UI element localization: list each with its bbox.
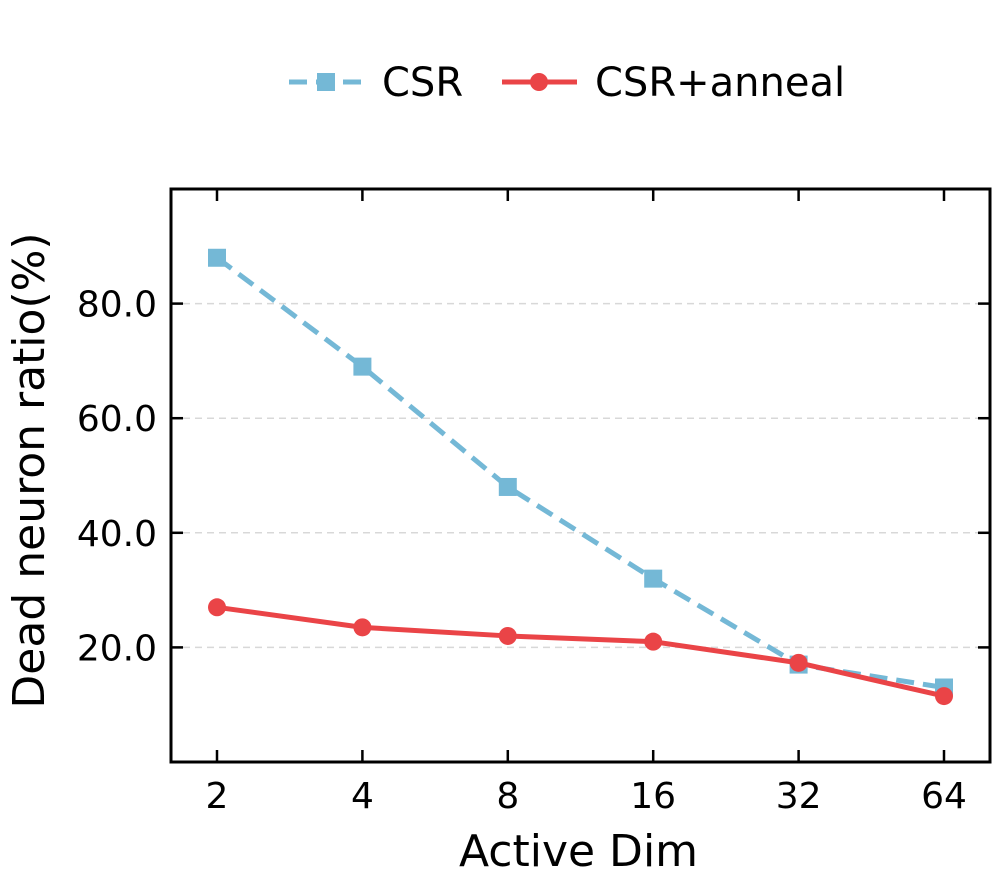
data-point	[644, 632, 663, 651]
y-tick-label: 20.0	[77, 628, 157, 669]
y-tick-label: 80.0	[77, 285, 157, 326]
grid-lines	[171, 302, 990, 649]
x-tick-label: 32	[776, 776, 822, 817]
legend-marker	[530, 73, 548, 91]
series-line	[216, 604, 945, 699]
data-point	[353, 618, 372, 637]
legend: CSR CSR+anneal	[289, 60, 845, 106]
legend-item: CSR	[289, 60, 463, 106]
y-axis-label: Dead neuron ratio(%)	[4, 232, 55, 708]
data-point	[498, 626, 517, 645]
data-point	[644, 569, 663, 588]
y-tick-label: 40.0	[77, 514, 157, 555]
series-CSR+anneal	[208, 598, 953, 706]
x-axis-label: Active Dim	[459, 826, 698, 877]
data-point	[935, 687, 953, 706]
legend-label: CSR	[382, 60, 463, 106]
series-layer	[208, 248, 953, 706]
plot-frame	[169, 187, 992, 764]
x-tick-label: 8	[496, 776, 519, 817]
data-point	[208, 248, 226, 267]
x-tick-label: 64	[921, 776, 967, 817]
legend-marker	[317, 73, 335, 91]
x-tick-label: 16	[630, 776, 676, 817]
data-point	[353, 357, 372, 376]
x-tick-label: 4	[351, 776, 374, 817]
series-CSR	[208, 248, 953, 697]
data-point	[789, 653, 808, 672]
data-point	[498, 477, 517, 496]
y-tick-label: 60.0	[77, 399, 157, 440]
data-point	[208, 598, 226, 617]
legend-label: CSR+anneal	[595, 60, 845, 106]
ticks: 2 4 8 16 32 64 20.0 40.0 60.0 80.0	[77, 189, 990, 817]
x-tick-label: 2	[206, 776, 229, 817]
legend-item: CSR+anneal	[502, 60, 845, 106]
